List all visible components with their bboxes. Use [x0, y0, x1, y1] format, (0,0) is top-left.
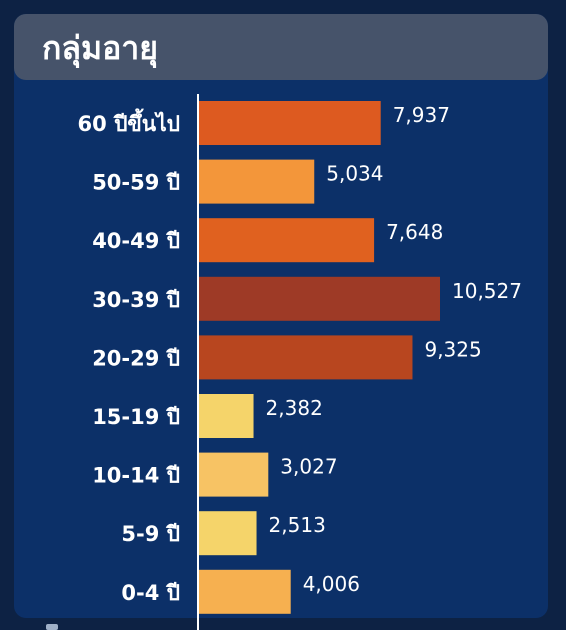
value-label: 7,648 [386, 220, 443, 244]
bar [199, 218, 375, 263]
value-label: 5,034 [326, 162, 383, 186]
category-label: 5-9 ปี [121, 522, 180, 546]
chart-header [14, 14, 548, 80]
bar [199, 511, 257, 556]
category-label: 60 ปีขึ้นไป [78, 108, 180, 136]
bar [199, 335, 413, 380]
bar [199, 394, 254, 438]
bar [199, 159, 315, 204]
category-label: 40-49 ปี [92, 229, 180, 253]
bar [199, 101, 381, 145]
bar [199, 276, 440, 321]
value-label: 7,937 [393, 103, 450, 127]
bar [199, 452, 269, 497]
y-axis-line [197, 94, 199, 630]
value-label: 2,513 [269, 513, 326, 537]
category-label: 10-14 ปี [92, 464, 180, 488]
value-label: 9,325 [424, 337, 481, 361]
chart-title: กลุ่มอายุ [42, 29, 159, 67]
value-label: 4,006 [303, 572, 360, 596]
category-label: 0-4 ปี [121, 581, 180, 605]
bar [199, 569, 291, 614]
category-label: 15-19 ปี [92, 405, 180, 429]
category-label: 20-29 ปี [92, 346, 180, 370]
footer-fragment [46, 624, 58, 630]
value-label: 2,382 [266, 396, 323, 420]
value-label: 3,027 [280, 455, 337, 479]
category-label: 50-59 ปี [92, 171, 180, 195]
value-label: 10,527 [452, 279, 522, 303]
category-label: 30-39 ปี [92, 288, 180, 312]
